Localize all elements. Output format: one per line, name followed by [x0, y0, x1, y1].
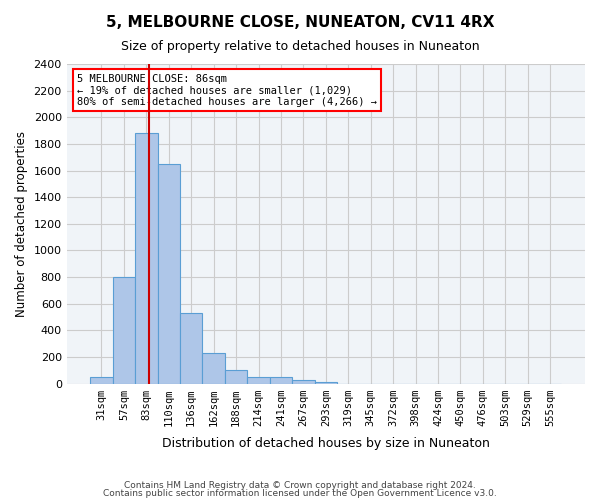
- Text: Size of property relative to detached houses in Nuneaton: Size of property relative to detached ho…: [121, 40, 479, 53]
- X-axis label: Distribution of detached houses by size in Nuneaton: Distribution of detached houses by size …: [162, 437, 490, 450]
- Y-axis label: Number of detached properties: Number of detached properties: [15, 131, 28, 317]
- Text: Contains HM Land Registry data © Crown copyright and database right 2024.: Contains HM Land Registry data © Crown c…: [124, 481, 476, 490]
- Bar: [158, 164, 180, 384]
- Bar: [292, 380, 314, 384]
- Bar: [135, 133, 158, 384]
- Bar: [247, 377, 270, 384]
- Bar: [202, 353, 225, 384]
- Bar: [270, 377, 292, 384]
- Bar: [90, 377, 113, 384]
- Text: 5 MELBOURNE CLOSE: 86sqm
← 19% of detached houses are smaller (1,029)
80% of sem: 5 MELBOURNE CLOSE: 86sqm ← 19% of detach…: [77, 74, 377, 107]
- Bar: [113, 277, 135, 384]
- Bar: [180, 313, 202, 384]
- Bar: [225, 370, 247, 384]
- Bar: [314, 382, 337, 384]
- Text: Contains public sector information licensed under the Open Government Licence v3: Contains public sector information licen…: [103, 488, 497, 498]
- Text: 5, MELBOURNE CLOSE, NUNEATON, CV11 4RX: 5, MELBOURNE CLOSE, NUNEATON, CV11 4RX: [106, 15, 494, 30]
